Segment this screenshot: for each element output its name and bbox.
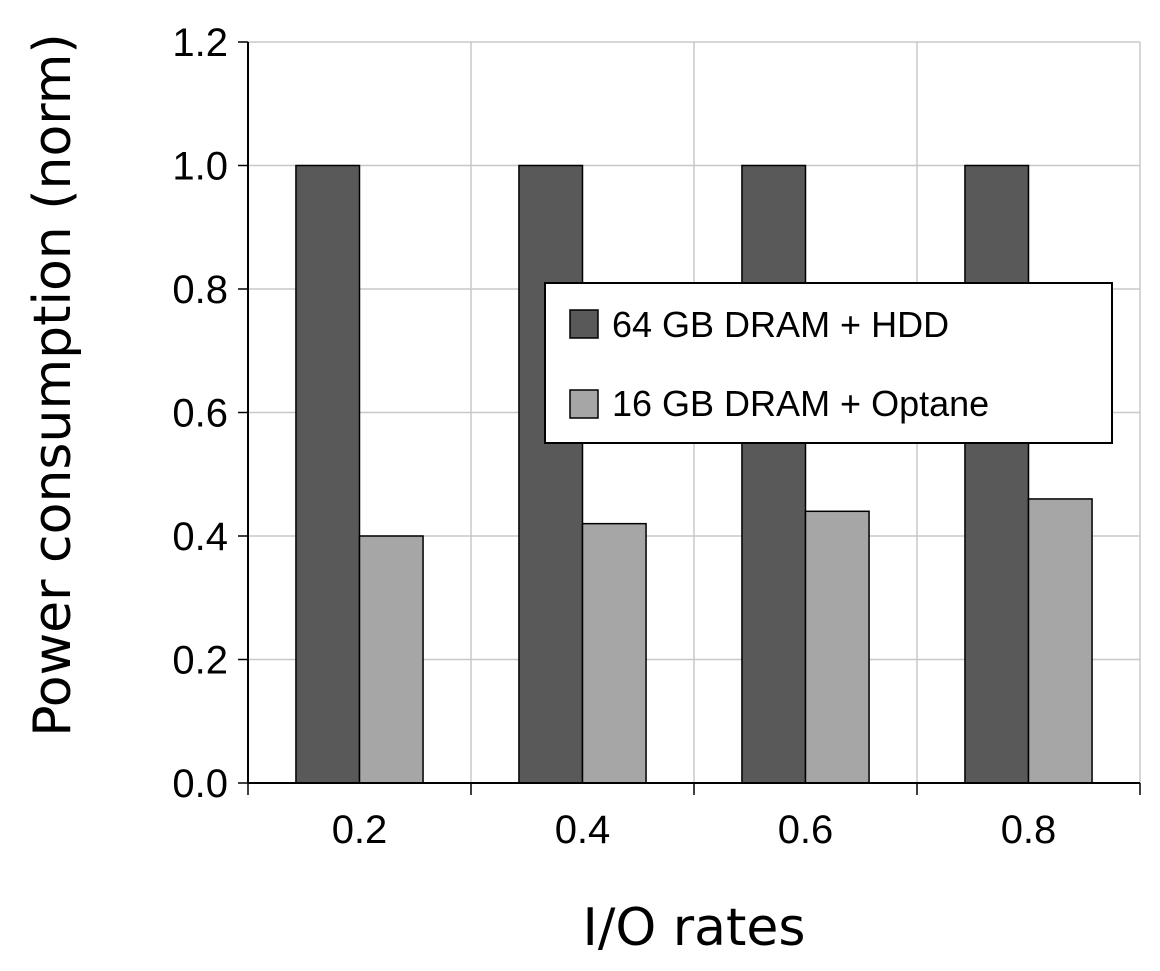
y-axis-title: Power consumption (norm) <box>23 33 83 736</box>
bar-series-2-0.2 <box>358 535 424 784</box>
bar-series-1-0.4 <box>518 164 584 784</box>
x-tick-label: 0.2 <box>332 808 388 852</box>
y-tick-label: 0.8 <box>172 268 228 312</box>
bar-series-1-0.8 <box>964 164 1030 784</box>
bar-series-1-0.2 <box>295 164 361 784</box>
bar-series-2-0.8 <box>1027 498 1093 784</box>
legend-box <box>544 282 1113 444</box>
y-tick-label: 1.2 <box>172 21 228 65</box>
bar-series-1-0.6 <box>741 164 807 784</box>
legend-label-series-1: 64 GB DRAM + HDD <box>612 304 949 345</box>
legend-label-series-2: 16 GB DRAM + Optane <box>612 383 989 424</box>
x-axis-title: I/O rates <box>582 898 805 958</box>
legend-swatch-series-2 <box>569 389 599 419</box>
bar-series-2-0.6 <box>804 510 870 784</box>
y-tick-labels: 0.0 0.2 0.4 0.6 0.8 1.0 1.2 <box>172 21 228 806</box>
x-tick-label: 0.4 <box>555 808 611 852</box>
y-tick-label: 0.4 <box>172 515 228 559</box>
x-tick-labels: 0.2 0.4 0.6 0.8 <box>332 808 1057 852</box>
y-tick-label: 0.0 <box>172 762 228 806</box>
y-tick-label: 1.0 <box>172 145 228 189</box>
axes <box>238 41 1141 795</box>
y-tick-label: 0.6 <box>172 392 228 436</box>
y-tick-label: 0.2 <box>172 639 228 683</box>
x-tick-label: 0.6 <box>778 808 834 852</box>
legend-swatch-series-1 <box>569 309 599 339</box>
bar-series-2-0.4 <box>581 522 647 784</box>
x-tick-label: 0.8 <box>1001 808 1057 852</box>
legend: 64 GB DRAM + HDD 16 GB DRAM + Optane <box>544 282 1113 444</box>
